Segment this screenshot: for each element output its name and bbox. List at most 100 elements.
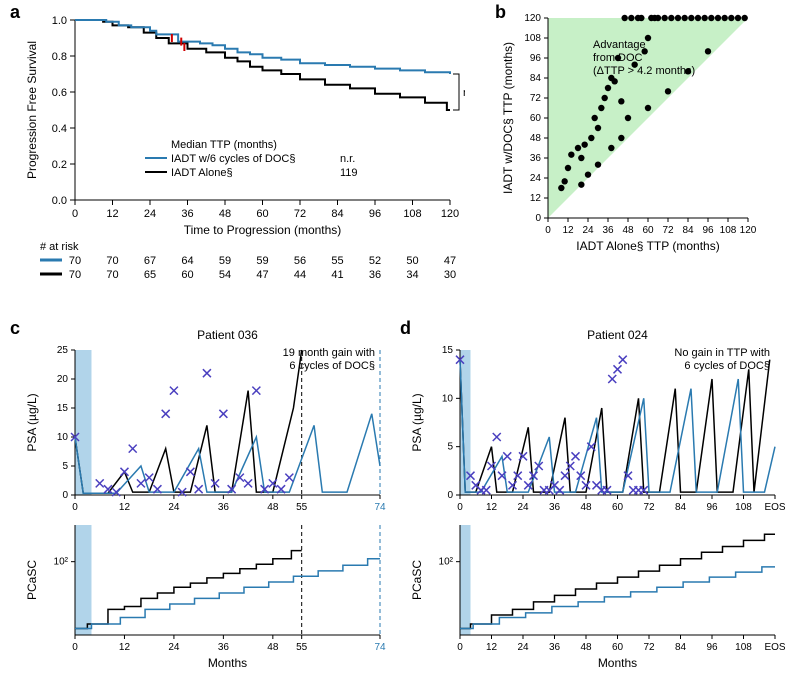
svg-text:84: 84	[331, 208, 343, 220]
svg-text:72: 72	[643, 502, 655, 513]
svg-text:50: 50	[406, 255, 418, 267]
panel-label-a: a	[10, 2, 20, 23]
svg-text:12: 12	[119, 642, 131, 653]
svg-text:119: 119	[340, 167, 358, 179]
svg-text:74: 74	[374, 502, 386, 513]
svg-text:PSA (µg/L): PSA (µg/L)	[25, 393, 39, 451]
svg-text:0.0: 0.0	[52, 195, 67, 207]
svg-text:0: 0	[545, 225, 551, 236]
svg-text:10²: 10²	[54, 557, 69, 568]
svg-text:24: 24	[517, 502, 529, 513]
panel-b: 0012122424363648486060727284849696108108…	[500, 10, 780, 260]
svg-text:56: 56	[294, 255, 306, 267]
svg-text:84: 84	[682, 225, 694, 236]
svg-text:36: 36	[218, 642, 230, 653]
svg-text:55: 55	[296, 642, 308, 653]
svg-text:120: 120	[441, 208, 459, 220]
svg-text:0: 0	[62, 490, 68, 501]
svg-text:60: 60	[256, 208, 268, 220]
svg-text:IADT Alone§ TTP (months): IADT Alone§ TTP (months)	[576, 239, 719, 253]
svg-text:10: 10	[442, 393, 454, 404]
svg-text:12: 12	[530, 193, 542, 204]
svg-text:48: 48	[219, 208, 231, 220]
svg-text:5: 5	[447, 442, 453, 453]
svg-text:0: 0	[535, 213, 541, 224]
svg-text:34: 34	[406, 269, 418, 281]
svg-text:47: 47	[444, 255, 456, 267]
svg-text:6 cycles of DOC§: 6 cycles of DOC§	[684, 360, 770, 372]
svg-text:72: 72	[294, 208, 306, 220]
svg-text:EOS: EOS	[764, 642, 785, 653]
svg-text:15: 15	[442, 345, 454, 356]
svg-text:70: 70	[106, 255, 118, 267]
svg-text:41: 41	[331, 269, 343, 281]
svg-text:(ΔTTP > 4.2 months): (ΔTTP > 4.2 months)	[593, 65, 695, 77]
svg-text:54: 54	[219, 269, 231, 281]
svg-text:PCaSC: PCaSC	[25, 560, 39, 600]
svg-text:# at risk: # at risk	[40, 241, 79, 253]
svg-text:IADT w/DOC§ TTP (months): IADT w/DOC§ TTP (months)	[501, 42, 515, 194]
svg-text:IADT w/6 cycles of DOC§: IADT w/6 cycles of DOC§	[171, 153, 296, 165]
svg-text:10²: 10²	[439, 557, 454, 568]
svg-text:20: 20	[57, 374, 69, 385]
svg-text:55: 55	[296, 502, 308, 513]
svg-text:IADT Alone§: IADT Alone§	[171, 167, 233, 179]
svg-text:74: 74	[374, 642, 386, 653]
svg-text:PSA (µg/L): PSA (µg/L)	[410, 393, 424, 451]
svg-text:48: 48	[530, 133, 542, 144]
svg-text:36: 36	[549, 502, 561, 513]
svg-text:12: 12	[486, 502, 498, 513]
svg-text:24: 24	[144, 208, 156, 220]
svg-text:24: 24	[168, 642, 180, 653]
svg-text:Patient 036: Patient 036	[197, 328, 258, 342]
svg-text:Median TTP (months): Median TTP (months)	[171, 139, 277, 151]
svg-text:36: 36	[181, 208, 193, 220]
svg-text:108: 108	[720, 225, 737, 236]
svg-text:59: 59	[219, 255, 231, 267]
svg-text:0: 0	[72, 502, 78, 513]
svg-text:47: 47	[256, 269, 268, 281]
svg-text:48: 48	[622, 225, 634, 236]
svg-text:64: 64	[181, 255, 193, 267]
svg-text:72: 72	[662, 225, 674, 236]
svg-text:70: 70	[69, 269, 81, 281]
svg-text:72: 72	[530, 93, 542, 104]
panel-label-c: c	[10, 318, 20, 339]
svg-text:55: 55	[331, 255, 343, 267]
svg-text:n.s.: n.s.	[463, 87, 465, 99]
svg-text:EOS: EOS	[764, 502, 785, 513]
svg-text:30: 30	[444, 269, 456, 281]
svg-text:120: 120	[740, 225, 757, 236]
svg-text:0: 0	[457, 502, 463, 513]
svg-text:60: 60	[181, 269, 193, 281]
panel-a: 012243648607284961081200.00.20.40.60.81.…	[20, 10, 465, 300]
svg-text:36: 36	[369, 269, 381, 281]
svg-text:96: 96	[369, 208, 381, 220]
svg-text:84: 84	[530, 73, 542, 84]
svg-text:108: 108	[735, 502, 752, 513]
svg-text:24: 24	[517, 642, 529, 653]
svg-text:0.8: 0.8	[52, 51, 67, 63]
svg-text:84: 84	[675, 642, 687, 653]
svg-text:60: 60	[612, 642, 624, 653]
svg-text:25: 25	[57, 345, 69, 356]
svg-text:24: 24	[582, 225, 594, 236]
svg-text:72: 72	[643, 642, 655, 653]
svg-text:Months: Months	[208, 656, 247, 670]
svg-text:12: 12	[486, 642, 498, 653]
svg-text:48: 48	[267, 642, 279, 653]
svg-text:0: 0	[72, 642, 78, 653]
svg-text:Time to Progression (months): Time to Progression (months)	[184, 223, 342, 237]
svg-text:10: 10	[57, 432, 69, 443]
svg-text:0.4: 0.4	[52, 123, 67, 135]
svg-text:44: 44	[294, 269, 306, 281]
svg-text:from DOC: from DOC	[593, 52, 643, 64]
svg-text:Advantage: Advantage	[593, 39, 646, 51]
svg-text:96: 96	[706, 642, 718, 653]
svg-text:60: 60	[530, 113, 542, 124]
svg-text:59: 59	[256, 255, 268, 267]
svg-text:36: 36	[549, 642, 561, 653]
svg-text:36: 36	[602, 225, 614, 236]
svg-text:No gain in TTP with: No gain in TTP with	[674, 347, 770, 359]
svg-text:Patient 024: Patient 024	[587, 328, 648, 342]
